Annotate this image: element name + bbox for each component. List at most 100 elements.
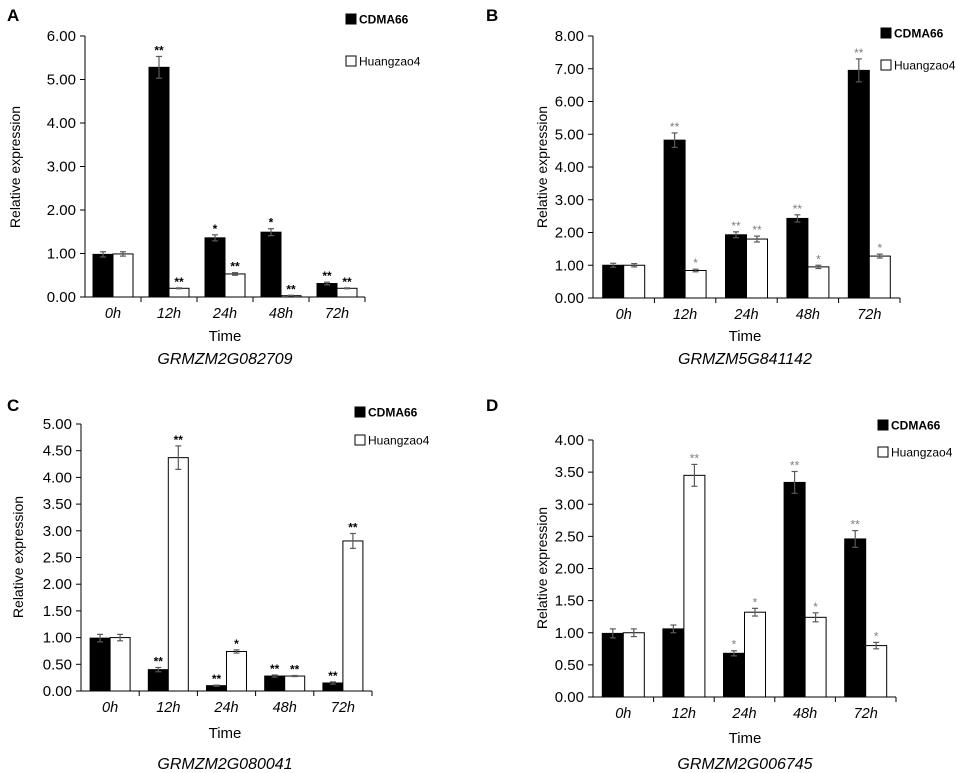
- error-bar-cdma66-12h: [156, 55, 162, 79]
- y-tick-label: 0.00: [555, 290, 584, 307]
- significance-mark-cdma66-24h: *: [213, 222, 218, 236]
- legend-swatch-huangzao4: [345, 55, 357, 67]
- bar-huangzao4-72h: [865, 645, 888, 698]
- error-bar-cdma66-72h: [852, 529, 859, 548]
- legend-label-cdma66: CDMA66: [359, 13, 409, 27]
- error-bar-huangzao4-48h: [291, 674, 298, 678]
- y-tick-label: 1.50: [555, 593, 584, 610]
- bar-huangzao4-24h: [226, 650, 247, 692]
- bar-huangzao4-12h: [683, 474, 706, 698]
- significance-mark-cdma66-72h: **: [322, 269, 332, 283]
- x-tick-label: 24h: [733, 307, 758, 323]
- significance-mark-cdma66-72h: **: [328, 669, 338, 683]
- y-tick-label: 2.00: [43, 576, 72, 593]
- error-bar-huangzao4-72h: [349, 532, 356, 550]
- y-tick-label: 1.50: [43, 603, 72, 620]
- error-bar-huangzao4-72h: [873, 641, 880, 650]
- significance-mark-huangzao4-72h: *: [874, 629, 879, 643]
- y-axis-title: Relative expression: [10, 496, 26, 618]
- significance-mark-cdma66-72h: **: [854, 46, 864, 60]
- panel-d: D 0.00 0.50 1.00 1.50 2.00 2.50 3.00 3.50 4.00 0h 1…: [486, 396, 953, 773]
- bar-cdma66-24h: [723, 652, 745, 698]
- bar-huangzao4-0h: [109, 637, 131, 692]
- legend-swatch-cdma66: [345, 13, 357, 25]
- significance-mark-huangzao4-12h: **: [174, 275, 184, 289]
- legend-swatch-cdma66: [354, 406, 366, 418]
- significance-mark-huangzao4-48h: *: [813, 600, 818, 614]
- bar-cdma66-12h: [148, 66, 170, 298]
- error-bar-huangzao4-72h: [344, 287, 350, 290]
- bar-huangzao4-48h: [807, 266, 830, 299]
- x-tick-label: 48h: [796, 307, 820, 323]
- significance-mark-huangzao4-12h: **: [690, 451, 700, 465]
- error-bar-cdma66-0h: [609, 628, 616, 639]
- bar-huangzao4-24h: [744, 611, 766, 698]
- y-tick-label: 4.00: [43, 469, 72, 486]
- bar-huangzao4-24h: [746, 238, 768, 299]
- x-axis-title: Time: [209, 328, 242, 345]
- error-bar-huangzao4-72h: [876, 253, 883, 259]
- y-tick-label: 0.50: [555, 657, 584, 674]
- legend-label-huangzao4: Huangzao4: [368, 434, 430, 448]
- significance-mark-huangzao4-48h: *: [816, 252, 821, 266]
- y-tick-label: 5.00: [47, 72, 76, 89]
- y-tick-label: 0.00: [555, 689, 584, 706]
- legend-label-cdma66: CDMA66: [368, 406, 418, 420]
- bar-huangzao4-24h: [224, 273, 246, 298]
- x-tick-label: 12h: [673, 307, 697, 323]
- significance-mark-cdma66-12h: **: [670, 120, 680, 134]
- y-axis-title: Relative expression: [534, 106, 550, 228]
- x-tick-label: 0h: [105, 306, 121, 322]
- error-bar-cdma66-0h: [100, 251, 106, 258]
- legend-label-huangzao4: Huangzao4: [894, 59, 956, 73]
- y-tick-label: 4.50: [43, 443, 72, 460]
- y-tick-label: 1.00: [43, 630, 72, 647]
- x-tick-label: 12h: [672, 706, 696, 722]
- bar-huangzao4-48h: [804, 616, 827, 698]
- gene-name-title: GRMZM2G006745: [677, 756, 812, 773]
- error-bar-cdma66-12h: [670, 624, 677, 634]
- x-tick-label: 48h: [269, 306, 293, 322]
- error-bar-huangzao4-0h: [120, 251, 126, 257]
- error-bar-cdma66-48h: [268, 228, 274, 237]
- y-tick-label: 6.00: [47, 28, 76, 45]
- significance-mark-huangzao4-24h: **: [230, 260, 240, 274]
- error-bar-cdma66-24h: [731, 650, 737, 657]
- panel-letter: C: [7, 396, 19, 415]
- x-tick-label: 48h: [793, 706, 817, 722]
- y-tick-label: 3.50: [43, 496, 72, 513]
- y-tick-label: 1.00: [555, 257, 584, 274]
- y-tick-label: 8.00: [555, 28, 584, 45]
- significance-mark-cdma66-24h: **: [731, 219, 741, 233]
- legend-label-cdma66: CDMA66: [894, 27, 944, 41]
- significance-mark-cdma66-24h: *: [732, 638, 737, 652]
- bar-cdma66-12h: [663, 139, 686, 299]
- panel-b: B 0.00 1.00 2.00 3.00 4.00 5.00 6.00 7.00 8.00 0h 1…: [486, 6, 956, 368]
- bar-huangzao4-12h: [167, 457, 189, 692]
- bar-huangzao4-72h: [342, 540, 364, 692]
- x-axis-title: Time: [729, 328, 762, 345]
- error-bar-cdma66-48h: [271, 674, 278, 678]
- y-tick-label: 3.00: [555, 192, 584, 209]
- legend-swatch-huangzao4: [354, 434, 366, 446]
- x-tick-label: 0h: [616, 307, 632, 323]
- bar-cdma66-12h: [147, 669, 169, 692]
- error-bar-cdma66-24h: [733, 231, 739, 239]
- y-tick-label: 0.50: [43, 656, 72, 673]
- bar-huangzao4-0h: [622, 632, 645, 698]
- y-tick-label: 3.50: [555, 464, 584, 481]
- gene-name-title: GRMZM2G080041: [157, 756, 292, 773]
- panel-c: C 0.00 0.50 1.00 1.50 2.00 2.50 3.00 3.50 4.00 4.5…: [7, 396, 430, 773]
- legend-swatch-huangzao4: [880, 59, 892, 71]
- y-tick-label: 6.00: [555, 94, 584, 111]
- error-bar-huangzao4-12h: [692, 268, 699, 273]
- x-axis-title: Time: [729, 730, 762, 747]
- y-tick-label: 4.00: [47, 115, 76, 132]
- panel-letter: B: [486, 6, 498, 25]
- error-bar-cdma66-48h: [794, 214, 801, 223]
- significance-mark-huangzao4-12h: *: [693, 256, 698, 270]
- bar-cdma66-72h: [847, 69, 870, 299]
- y-axis-title: Relative expression: [7, 106, 23, 228]
